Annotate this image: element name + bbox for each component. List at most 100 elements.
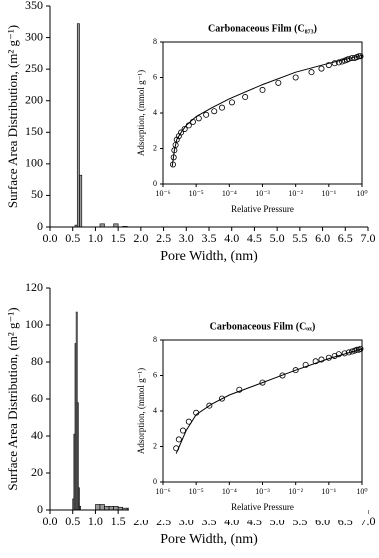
y-axis-label: Adsorption, (mmol g⁻¹) bbox=[136, 70, 146, 156]
data-point bbox=[218, 104, 225, 111]
x-tick-label: 10⁻³ bbox=[255, 189, 270, 198]
y-tick-label: 6 bbox=[153, 72, 157, 81]
data-point bbox=[236, 386, 243, 393]
y-tick-label: 8 bbox=[153, 335, 157, 344]
data-point bbox=[325, 62, 332, 69]
y-tick-label: 350 bbox=[25, 0, 43, 12]
y-tick-label: 2 bbox=[153, 441, 157, 450]
y-tick-label: 40 bbox=[31, 428, 43, 442]
data-point bbox=[279, 372, 286, 379]
data-point bbox=[179, 427, 186, 434]
x-tick-label: 4.0 bbox=[224, 231, 239, 245]
y-tick-label: 200 bbox=[25, 92, 43, 106]
y-tick-label: 50 bbox=[31, 187, 43, 201]
data-point bbox=[195, 115, 202, 122]
inset-background bbox=[129, 16, 368, 222]
y-tick-label: 120 bbox=[25, 280, 43, 294]
x-tick-label: 0.0 bbox=[43, 514, 58, 528]
y-tick-label: 80 bbox=[31, 354, 43, 368]
data-point bbox=[318, 65, 325, 72]
x-tick-label: 10⁻⁴ bbox=[222, 487, 237, 496]
data-point bbox=[308, 69, 315, 76]
data-point bbox=[211, 108, 218, 115]
data-point bbox=[181, 125, 188, 132]
x-tick-label: 4.5 bbox=[247, 231, 262, 245]
histogram-bar bbox=[95, 504, 101, 511]
data-point bbox=[242, 94, 249, 101]
inset-frame bbox=[162, 41, 363, 185]
x-tick-label: 1.5 bbox=[111, 231, 126, 245]
x-tick-label: 6.0 bbox=[315, 231, 330, 245]
y-tick-label: 4 bbox=[153, 406, 157, 415]
data-point bbox=[312, 358, 319, 365]
data-point bbox=[218, 395, 225, 402]
data-point bbox=[292, 74, 299, 81]
x-tick-label: 6.5 bbox=[338, 231, 353, 245]
y-tick-label: 100 bbox=[25, 317, 43, 331]
x-axis-label: Relative Pressure bbox=[231, 502, 294, 512]
y-tick-label: 0 bbox=[37, 219, 43, 233]
x-tick-label: 10⁰ bbox=[356, 487, 367, 496]
data-point bbox=[203, 111, 210, 118]
x-tick-label: 10⁻⁶ bbox=[155, 189, 170, 198]
y-tick-label: 0 bbox=[37, 502, 43, 516]
data-point bbox=[178, 129, 185, 136]
histogram-bar bbox=[113, 505, 119, 511]
y-tick-label: 8 bbox=[153, 37, 157, 46]
x-tick-label: 10⁻¹ bbox=[322, 487, 337, 496]
histogram-bar bbox=[108, 505, 114, 511]
histogram-bar bbox=[79, 505, 81, 511]
histogram-bar bbox=[99, 504, 105, 511]
x-tick-label: 10⁻⁶ bbox=[155, 487, 170, 496]
x-tick-label: 2.5 bbox=[156, 231, 171, 245]
x-tick-label: 0.5 bbox=[65, 514, 80, 528]
x-tick-label: 10⁻³ bbox=[255, 487, 270, 496]
x-tick-label: 5.5 bbox=[292, 231, 307, 245]
x-axis-label: Relative Pressure bbox=[231, 204, 294, 214]
data-point bbox=[357, 345, 364, 352]
x-tick-label: 2.0 bbox=[133, 231, 148, 245]
x-tick-label: 10⁻⁴ bbox=[222, 189, 237, 198]
inset-title: Carbonaceous Film (Cₒₓ) bbox=[210, 321, 316, 332]
x-tick-label: 0.0 bbox=[43, 231, 58, 245]
x-axis-label: Pore Width, (nm) bbox=[160, 249, 258, 264]
y-tick-label: 0 bbox=[153, 179, 157, 188]
x-tick-label: 10⁻⁵ bbox=[189, 487, 204, 496]
y-tick-label: 4 bbox=[153, 108, 157, 117]
fit-line bbox=[175, 348, 363, 454]
data-point bbox=[292, 367, 299, 374]
x-tick-label: 3.0 bbox=[179, 231, 194, 245]
x-axis-label: Pore Width, (nm) bbox=[160, 532, 258, 547]
data-point bbox=[259, 86, 266, 93]
y-tick-label: 6 bbox=[153, 370, 157, 379]
histogram-bar bbox=[104, 505, 110, 511]
x-tick-label: 1.5 bbox=[111, 514, 126, 528]
histogram-bar bbox=[79, 174, 83, 228]
y-tick-label: 2 bbox=[153, 143, 157, 152]
x-tick-label: 10⁻¹ bbox=[322, 189, 337, 198]
fit-line bbox=[171, 54, 363, 167]
y-axis-label: Adsorption, (mmol g⁻¹) bbox=[136, 368, 146, 454]
x-tick-label: 10⁻⁵ bbox=[189, 189, 204, 198]
y-tick-label: 250 bbox=[25, 61, 43, 75]
y-tick-label: 60 bbox=[31, 391, 43, 405]
inset-background bbox=[129, 314, 368, 520]
y-tick-label: 150 bbox=[25, 124, 43, 138]
data-point bbox=[175, 436, 182, 443]
data-point bbox=[318, 356, 325, 363]
x-tick-label: 10⁻² bbox=[288, 189, 303, 198]
data-point bbox=[173, 136, 180, 143]
x-tick-label: 1.0 bbox=[88, 514, 103, 528]
y-tick-label: 300 bbox=[25, 29, 43, 43]
data-point bbox=[259, 379, 266, 386]
x-tick-label: 7.0 bbox=[361, 231, 376, 245]
data-point bbox=[302, 361, 309, 368]
y-tick-label: 0 bbox=[153, 477, 157, 486]
data-point bbox=[331, 60, 338, 67]
data-point bbox=[335, 351, 342, 358]
x-tick-label: 5.0 bbox=[270, 231, 285, 245]
y-tick-label: 100 bbox=[25, 156, 43, 170]
x-tick-label: 10⁰ bbox=[356, 189, 367, 198]
y-tick-label: 20 bbox=[31, 465, 43, 479]
